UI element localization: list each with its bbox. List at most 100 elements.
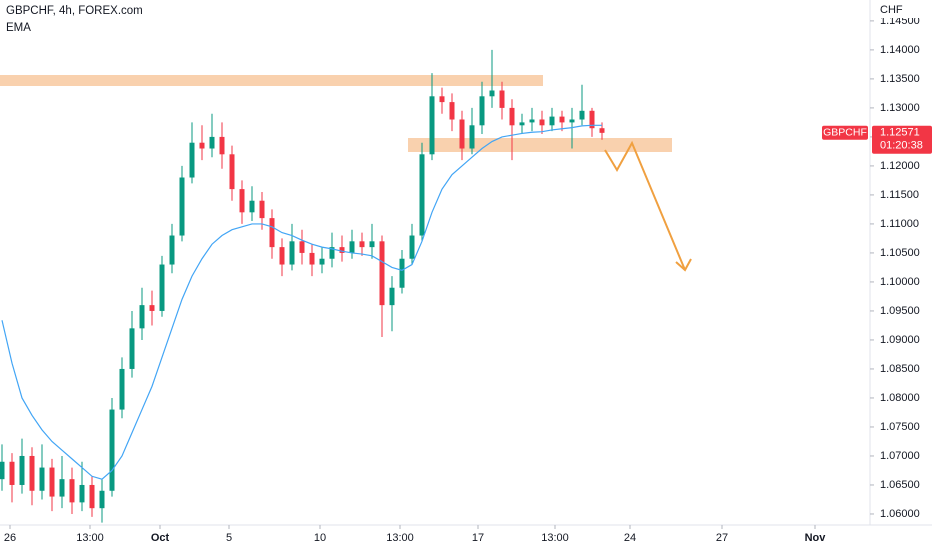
y-tick-label: 1.07500	[880, 421, 920, 433]
candle-body	[419, 154, 425, 236]
candle-body	[299, 241, 305, 253]
candle-body	[119, 368, 125, 410]
resistance-zone	[0, 75, 543, 86]
candle-body	[489, 90, 495, 97]
candle-body	[389, 287, 395, 306]
candle-body	[539, 119, 545, 126]
candle-body	[99, 490, 105, 509]
y-tick-label: 1.08500	[880, 363, 920, 375]
candle-body	[149, 305, 155, 311]
legend-entry: EMA	[6, 22, 31, 34]
candle-body	[319, 258, 325, 265]
x-tick-label: 24	[624, 532, 636, 544]
candle-body	[49, 467, 55, 497]
x-tick-label: 13:00	[76, 532, 104, 544]
candle-body	[249, 200, 255, 213]
candle-body	[229, 154, 235, 190]
candle-body	[179, 177, 185, 236]
candle-body	[129, 328, 135, 369]
candle-body	[159, 264, 165, 311]
candle-body	[469, 125, 475, 149]
candle-body	[599, 128, 605, 133]
x-tick-label: 13:00	[386, 532, 414, 544]
candle-body	[9, 461, 15, 485]
candle-body	[309, 252, 315, 265]
candle-body	[369, 241, 375, 248]
symbol-tag: GBPCHF	[823, 127, 867, 139]
candle-body	[399, 258, 405, 288]
countdown: 01:20:38	[880, 140, 923, 152]
candle-body	[519, 122, 525, 126]
currency-bg	[872, 0, 932, 18]
x-tick-label: Oct	[151, 532, 170, 544]
ema-line	[1, 124, 602, 480]
y-tick-label: 1.11000	[880, 218, 919, 230]
candle-body	[459, 119, 465, 149]
candle-body	[559, 116, 565, 123]
y-tick-label: 1.12000	[880, 160, 920, 172]
candle-body	[569, 119, 575, 123]
chart-title: GBPCHF, 4h, FOREX.com	[6, 5, 143, 17]
candle-body	[199, 142, 205, 149]
candle-body	[589, 110, 595, 129]
candle-body	[239, 189, 245, 213]
y-tick-label: 1.07000	[880, 450, 920, 462]
x-tick-label: Nov	[805, 532, 827, 544]
y-tick-label: 1.09500	[880, 305, 920, 317]
candle-body	[499, 90, 505, 108]
zigzag	[604, 140, 686, 271]
candle-body	[279, 247, 285, 265]
y-tick-label: 1.06500	[880, 479, 920, 491]
y-tick-label: 1.08000	[880, 392, 920, 404]
plot-area	[0, 49, 605, 523]
candle-body	[69, 479, 75, 503]
y-tick-label: 1.13500	[880, 73, 920, 85]
candle-body	[59, 479, 65, 497]
y-tick-label: 1.14000	[880, 44, 920, 56]
candle-body	[359, 241, 365, 248]
candle-body	[139, 305, 145, 329]
y-tick-label: 1.10500	[880, 247, 920, 259]
candle-body	[329, 247, 335, 259]
x-tick-label: 27	[716, 532, 728, 544]
candle-body	[219, 136, 225, 155]
candle-body	[349, 241, 355, 253]
candle-body	[529, 119, 535, 123]
candle-body	[479, 96, 485, 126]
candle-body	[89, 484, 95, 509]
candle-body	[339, 247, 345, 253]
x-tick-label: 17	[472, 532, 484, 544]
price-tag-bg	[872, 125, 932, 154]
candle-body	[289, 241, 295, 265]
candle-body	[189, 142, 195, 178]
candle-body	[259, 200, 265, 219]
candle-body	[439, 96, 445, 103]
candle-body	[429, 96, 435, 155]
axes: 1.06000 1.06500 1.07000 1.07500 1.08000 1.085…	[4, 15, 920, 544]
y-tick-label: 1.10000	[880, 276, 920, 288]
x-tick-label: 10	[314, 532, 326, 544]
candle-body	[39, 467, 45, 491]
candle-body	[379, 241, 385, 306]
currency-label: CHF	[880, 4, 903, 16]
last-price: 1.12571	[880, 127, 920, 139]
candle-body	[579, 110, 585, 120]
candle-body	[79, 484, 85, 503]
projection-arrow	[604, 140, 692, 272]
candle-body	[19, 455, 25, 485]
candle-body	[0, 461, 5, 480]
symbol-tag-bg	[822, 125, 868, 140]
x-tick-label: 26	[4, 532, 16, 544]
arrow-head	[675, 258, 692, 272]
y-tick-label: 1.06000	[880, 508, 920, 520]
x-tick-label: 5	[226, 532, 232, 544]
y-tick-label: 1.11500	[880, 189, 919, 201]
candle-body	[409, 235, 415, 259]
candle-body	[29, 455, 35, 491]
candle-body	[449, 102, 455, 120]
y-tick-label: 1.09000	[880, 334, 920, 346]
candle-body	[509, 107, 515, 126]
